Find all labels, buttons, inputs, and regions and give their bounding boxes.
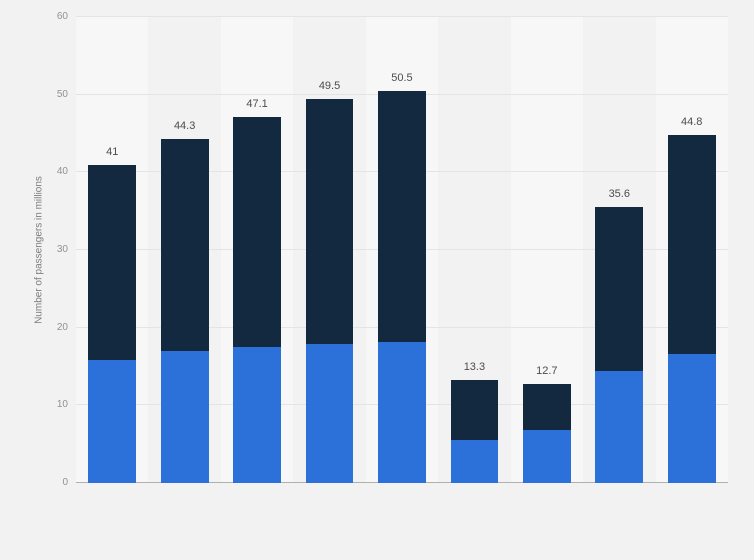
y-tick-label: 60 [56,11,68,22]
bar-segment-upper[interactable] [450,379,499,441]
bar-segment-upper[interactable] [522,384,571,431]
bar-segment-upper[interactable] [233,117,281,348]
bar-value-label: 41 [106,145,119,158]
bar-segment-lower[interactable] [667,354,716,483]
bar-segment-lower[interactable] [522,430,571,483]
bar-column: 47.1 [221,17,293,483]
bar-value-label: 12.7 [536,365,558,378]
y-tick-label: 30 [56,244,68,255]
bar-segment-upper[interactable] [88,164,137,361]
stacked-bar[interactable] [305,98,354,483]
bar-segment-lower[interactable] [160,350,209,483]
stacked-bar[interactable] [233,117,281,483]
y-tick-label: 40 [56,166,68,178]
stacked-bar[interactable] [160,138,209,483]
bar-column: 13.3 [438,17,510,483]
gridline [76,16,728,17]
stacked-bar[interactable] [595,206,644,483]
y-tick-label: 10 [56,399,68,411]
bar-column: 12.7 [511,17,583,483]
y-tick-label: 20 [56,321,68,333]
bar-value-label: 44.8 [681,116,703,129]
bar-value-label: 44.3 [173,119,196,132]
bar-segment-upper[interactable] [667,135,716,355]
y-tick-label: 50 [56,88,68,100]
bar-column: 44.3 [148,17,220,483]
stacked-bar[interactable] [378,90,426,483]
stacked-bar[interactable] [88,164,137,483]
bar-segment-upper[interactable] [160,138,209,351]
bar-value-label: 49.5 [318,79,341,92]
bar-value-label: 47.1 [246,98,268,111]
bar-segment-upper[interactable] [595,206,644,372]
bar-segment-lower[interactable] [595,371,644,483]
bar-segment-lower[interactable] [450,440,499,483]
bar-column: 50.5 [366,17,438,483]
y-axis: 0 10 20 30 40 50 60 [0,11,68,488]
bar-segment-upper[interactable] [378,90,426,342]
bar-column: 41 [76,17,148,483]
bar-column: 35.6 [583,17,655,483]
bar-column: 44.8 [656,17,728,483]
plot-area: 41 44.3 47.1 49.5 50.5 13.3 12.7 35.6 44.8 [76,16,728,483]
bar-value-label: 13.3 [463,360,486,373]
bar-segment-lower[interactable] [378,341,426,483]
bar-segment-lower[interactable] [233,347,281,483]
bar-segment-upper[interactable] [305,98,354,344]
y-tick-label: 0 [62,477,68,488]
bar-value-label: 35.6 [608,187,630,200]
bars-layer: 41 44.3 47.1 49.5 50.5 13.3 12.7 35.6 44.8 [76,17,728,483]
bar-segment-lower[interactable] [88,360,137,483]
bar-column: 49.5 [293,17,365,483]
stacked-bar[interactable] [450,379,499,483]
bar-value-label: 50.5 [391,71,413,84]
stacked-bar[interactable] [667,135,716,483]
stacked-bar[interactable] [522,384,571,483]
bar-segment-lower[interactable] [305,343,354,483]
